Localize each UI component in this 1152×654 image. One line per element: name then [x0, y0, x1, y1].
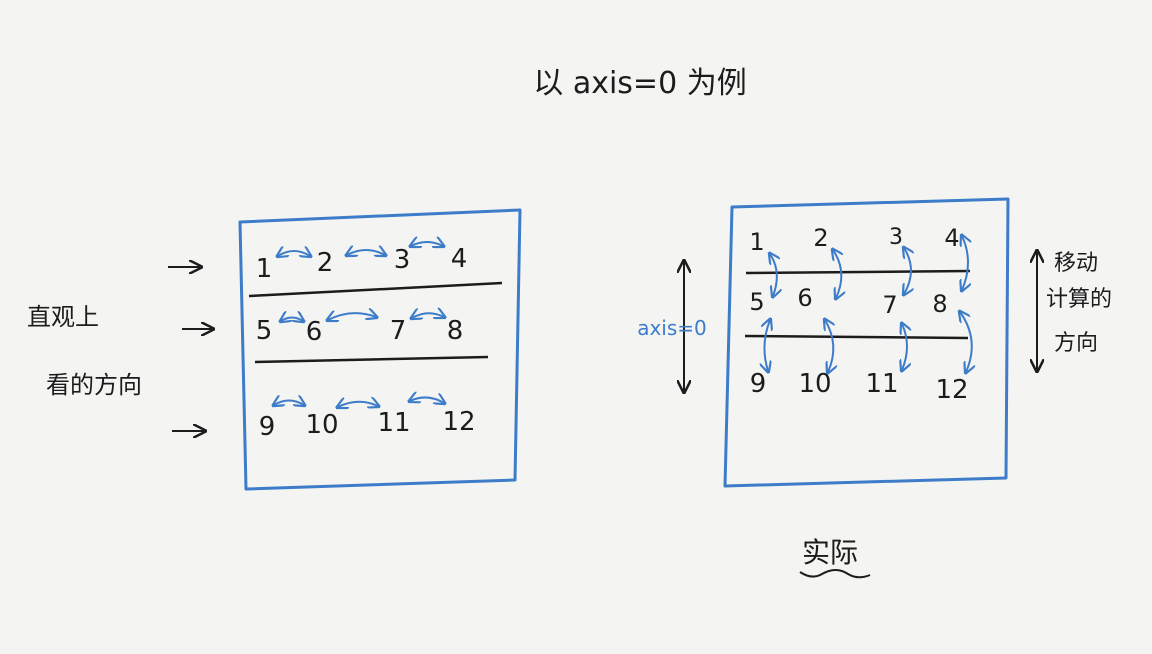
right-v-arrow-7-11: [902, 324, 907, 370]
right-row-divider-1: [745, 269, 971, 275]
left-h-arrow-2-3: [347, 250, 385, 255]
left-cell-8: 8: [447, 316, 464, 346]
left-cell-1: 1: [256, 254, 273, 284]
left-h-arrow-5-6: [281, 318, 303, 322]
left-cell-10: 10: [305, 410, 338, 440]
right-cell-11: 11: [865, 369, 898, 399]
left-cell-3: 3: [394, 245, 411, 275]
right-box: [723, 197, 1010, 488]
left-cell-6: 6: [306, 317, 323, 347]
left-cell-7: 7: [390, 316, 407, 346]
right-cell-3: 3: [889, 225, 903, 250]
right-v-arrow-8-12: [960, 312, 972, 372]
right-cell-5: 5: [749, 288, 764, 316]
right-cell-12: 12: [935, 375, 968, 405]
left-panel: 直观上 看的方向 1 2 3 4 5 6 7 8 9 10 11 12: [27, 208, 522, 491]
left-box: [238, 208, 522, 491]
left-cell-11: 11: [377, 408, 410, 438]
title: 以 axis=0 为例: [533, 66, 746, 101]
right-v-arrow-2-6: [833, 250, 841, 298]
right-panel: axis=0 移动 计算的 方向 1 2 3 4 5 6 7 8 9 10 11…: [637, 197, 1112, 579]
right-row-divider-2: [744, 334, 969, 340]
caption: 实际: [802, 536, 858, 569]
left-cell-2: 2: [317, 248, 334, 278]
left-h-arrow-6-7: [328, 313, 376, 320]
right-v-arrow-5-9: [764, 320, 770, 371]
left-cell-9: 9: [259, 412, 276, 442]
right-cell-1: 1: [749, 228, 764, 256]
right-v-arrow-1-5: [770, 254, 777, 296]
right-cell-6: 6: [797, 284, 812, 312]
right-v-arrow-6-10: [825, 320, 833, 372]
left-cell-12: 12: [442, 407, 475, 437]
left-h-arrow-1-2: [278, 251, 310, 256]
right-cell-4: 4: [944, 224, 959, 252]
right-v-arrow-4-8: [962, 236, 968, 290]
left-cell-4: 4: [451, 244, 468, 274]
right-side-label-1: 移动: [1054, 251, 1098, 276]
left-h-arrow-11-12: [410, 397, 444, 403]
right-v-arrow-3-7: [904, 248, 911, 294]
left-side-label-1: 直观上: [27, 303, 99, 331]
caption-underline: [799, 569, 871, 579]
left-row-divider-2: [254, 355, 489, 364]
right-cell-9: 9: [750, 369, 767, 399]
right-cell-2: 2: [813, 224, 828, 252]
right-side-label-3: 方向: [1054, 331, 1098, 356]
left-side-label-2: 看的方向: [46, 371, 142, 399]
right-side-label-2: 计算的: [1046, 287, 1112, 312]
left-h-arrow-3-4: [411, 242, 443, 246]
right-cell-10: 10: [798, 369, 831, 399]
right-cell-7: 7: [882, 291, 897, 319]
axis-label: axis=0: [637, 316, 707, 340]
left-h-arrow-9-10: [274, 401, 304, 406]
left-cell-5: 5: [256, 316, 273, 346]
left-h-arrow-10-11: [338, 402, 378, 407]
right-cell-8: 8: [932, 290, 947, 318]
left-h-arrow-7-8: [412, 313, 444, 318]
left-row-divider-1: [248, 281, 503, 298]
